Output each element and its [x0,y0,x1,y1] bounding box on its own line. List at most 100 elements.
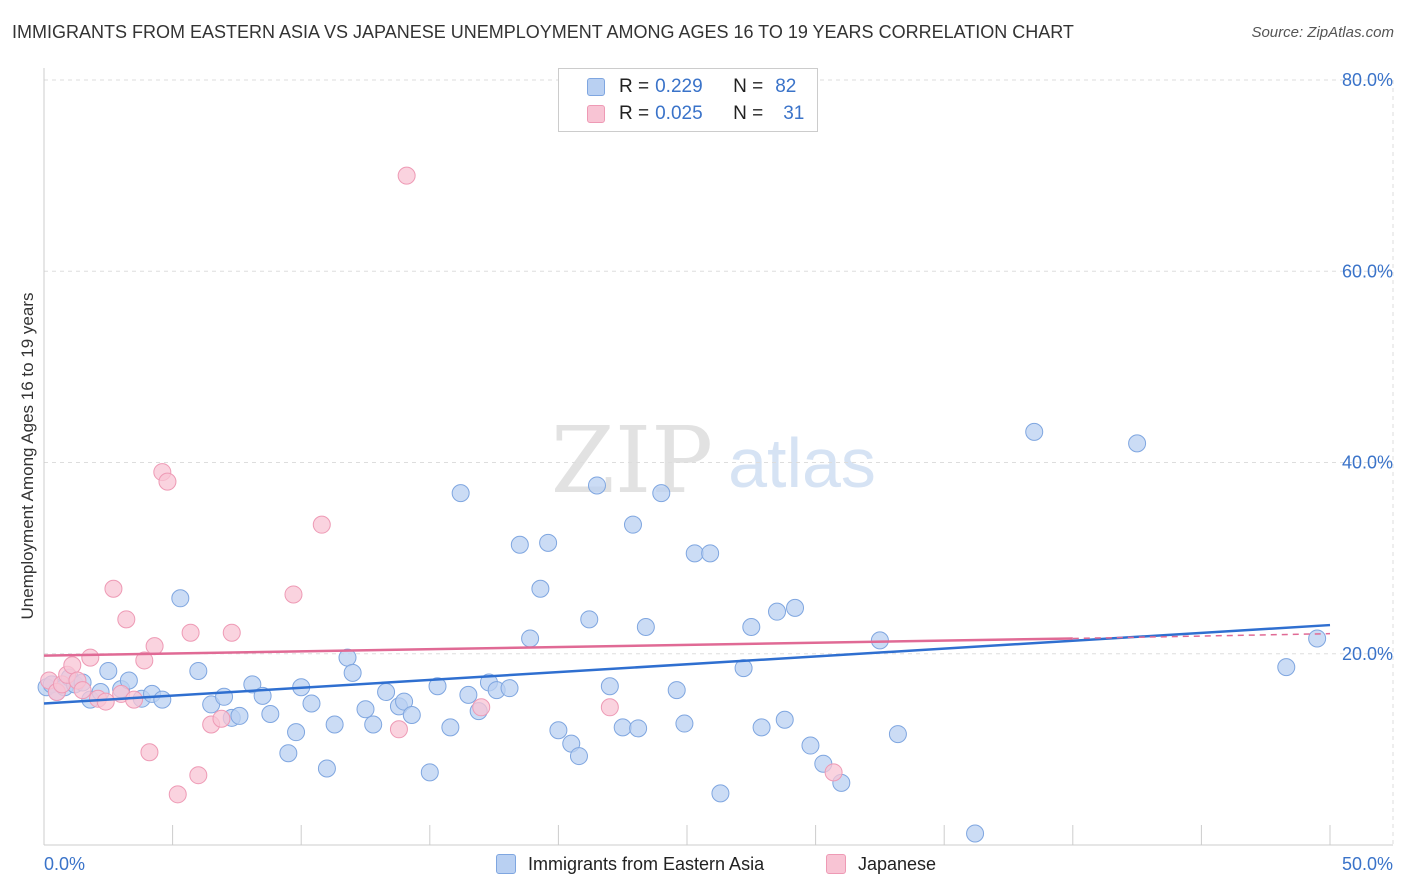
data-point-eastern-asia [441,718,460,737]
data-point-japanese [222,623,241,642]
data-point-eastern-asia [451,484,470,503]
watermark: ZIP atlas [551,407,876,514]
trend-lines [43,623,1331,705]
data-point-eastern-asia [685,544,704,563]
tick-labels: 20.0% 40.0% 60.0% 80.0% 0.0% 50.0% [44,70,1393,874]
data-point-japanese [397,166,416,185]
data-point-eastern-asia [510,535,529,554]
data-point-eastern-asia [189,661,208,680]
data-point-japanese [389,720,408,739]
bottom-legend-label: Japanese [858,853,937,874]
y-tick-label: 20.0% [1342,644,1393,664]
legend-r-label: R = [619,76,650,97]
data-point-eastern-asia [623,515,642,534]
data-point-eastern-asia [768,602,787,621]
x-tick-label-min: 0.0% [44,854,85,874]
watermark-zip: ZIP [551,407,713,514]
correlation-legend: R = 0.229 N = 82 R = 0.025 N = 31 [558,68,818,132]
data-point-japanese [117,610,136,629]
data-point-japanese [600,698,619,717]
data-point-japanese [158,472,177,491]
data-point-japanese [81,648,100,667]
grid-lines [44,79,1394,845]
trend-line-japanese-extension [1072,632,1331,640]
bottom-legend-swatch-blue [496,854,516,874]
legend-row-japanese: R = 0.025 N = 31 [587,102,804,126]
data-point-japanese [135,651,154,670]
data-point-eastern-asia [531,579,550,598]
data-point-japanese [63,656,82,675]
data-point-eastern-asia [279,744,298,763]
data-point-eastern-asia [99,661,118,680]
data-point-japanese [125,690,144,709]
data-point-eastern-asia [243,675,262,694]
data-point-eastern-asia [459,685,478,704]
data-point-japanese [472,698,491,717]
data-point-eastern-asia [261,704,280,723]
data-point-eastern-asia [613,718,632,737]
data-point-japanese [212,709,231,728]
data-point-eastern-asia [420,763,439,782]
data-point-eastern-asia [356,700,375,719]
data-point-eastern-asia [966,824,985,843]
data-point-eastern-asia [888,725,907,744]
data-point-japanese [145,637,164,656]
trend-line-eastern-asia [43,623,1331,705]
legend-swatch-pink [587,105,605,123]
data-point-japanese [181,623,200,642]
data-point-japanese [312,515,331,534]
bottom-legend-label: Immigrants from Eastern Asia [528,853,765,874]
data-point-eastern-asia [539,533,558,552]
data-point-eastern-asia [364,715,383,734]
data-point-eastern-asia [629,719,648,738]
source-credit: Source: ZipAtlas.com [1251,24,1394,41]
data-point-eastern-asia [775,710,794,729]
data-point-eastern-asia [119,671,138,690]
data-point-eastern-asia [587,476,606,495]
data-point-japanese [824,763,843,782]
watermark-atlas: atlas [728,424,876,502]
data-point-eastern-asia [428,677,447,696]
data-point-eastern-asia [652,484,671,503]
legend-r-value: 0.025 [655,103,703,124]
bottom-legend-eastern-asia: Immigrants from Eastern Asia [496,852,764,876]
legend-n-value: 31 [783,103,805,124]
data-point-japanese [284,585,303,604]
data-point-eastern-asia [215,687,234,706]
data-point-eastern-asia [402,705,421,724]
bottom-legend-swatch-pink [826,854,846,874]
data-point-eastern-asia [395,692,414,711]
legend-n-label: N = [733,103,764,124]
data-point-eastern-asia [343,663,362,682]
data-point-eastern-asia [667,681,686,700]
data-point-eastern-asia [1308,629,1327,648]
data-point-eastern-asia [701,544,720,563]
legend-swatch-blue [587,78,605,96]
data-point-eastern-asia [1025,422,1044,441]
data-point-eastern-asia [1277,658,1296,677]
data-point-eastern-asia [230,706,249,725]
data-point-eastern-asia [287,723,306,742]
legend-r-label: R = [619,103,650,124]
y-axis-label: Unemployment Among Ages 16 to 19 years [18,292,37,620]
data-point-eastern-asia [325,715,344,734]
data-point-japanese [189,766,208,785]
data-point-eastern-asia [549,721,568,740]
data-point-eastern-asia [711,784,730,803]
data-point-eastern-asia [317,759,336,778]
data-point-eastern-asia [742,617,761,636]
data-point-eastern-asia [521,629,540,648]
data-point-japanese [168,785,187,804]
data-point-eastern-asia [1128,434,1147,453]
trend-line-japanese [43,637,1073,657]
data-point-japanese [104,579,123,598]
chart-title: IMMIGRANTS FROM EASTERN ASIA VS JAPANESE… [12,22,1074,42]
data-point-eastern-asia [569,747,588,766]
data-point-eastern-asia [600,677,619,696]
data-point-eastern-asia [377,683,396,701]
legend-r-value: 0.229 [655,76,703,97]
y-tick-label: 40.0% [1342,453,1393,473]
data-point-eastern-asia [752,718,771,737]
bottom-legend-japanese: Japanese [826,852,936,876]
legend-n-label: N = [733,76,764,97]
